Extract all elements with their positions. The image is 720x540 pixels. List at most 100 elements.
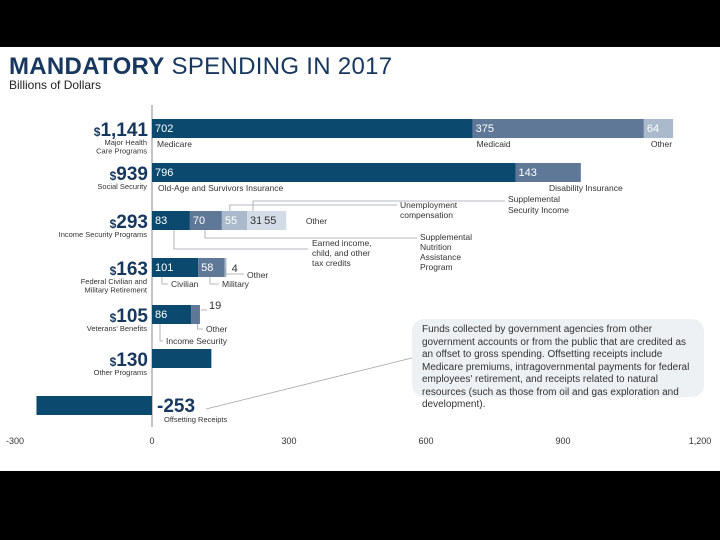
bar-segment bbox=[246, 211, 262, 230]
leader-military bbox=[209, 277, 219, 285]
annotation-income-other: Other bbox=[306, 216, 327, 226]
category-name-label: Offsetting Receipts bbox=[164, 415, 227, 424]
category-name-label: Income Security Programs bbox=[59, 230, 148, 239]
segment-value-label: 58 bbox=[201, 262, 213, 274]
dollar-sign: $ bbox=[110, 217, 117, 231]
category-total-value: 105 bbox=[116, 306, 148, 327]
annotation-snap: Program bbox=[420, 262, 453, 272]
bar-segment bbox=[189, 211, 222, 230]
segment-value-label: 101 bbox=[155, 262, 173, 274]
segment-value-label: 19 bbox=[209, 300, 221, 312]
x-tick-label: 600 bbox=[419, 436, 434, 446]
leader-vet-income bbox=[159, 324, 163, 342]
segment-value-label: 375 bbox=[476, 123, 494, 135]
annotation-ret-other: Other bbox=[247, 270, 268, 280]
bar-segment bbox=[191, 305, 200, 324]
bar-segment bbox=[152, 119, 473, 138]
segment-value-label: 796 bbox=[155, 167, 173, 179]
category-total-value: 163 bbox=[116, 259, 148, 280]
bar-segment bbox=[152, 305, 192, 324]
dollar-sign: $ bbox=[94, 125, 101, 139]
category-name-label: Social Security bbox=[97, 182, 147, 191]
annotation-oasi: Old-Age and Survivors Insurance bbox=[158, 183, 283, 193]
annotation-eitc: tax credits bbox=[312, 258, 351, 268]
leader-snap bbox=[204, 230, 417, 239]
category-name-label: Care Programs bbox=[96, 147, 147, 156]
bar-segment bbox=[152, 258, 199, 277]
leader-unemployment bbox=[229, 204, 397, 211]
x-tick-label: 0 bbox=[149, 436, 154, 446]
annotation-vet-other: Other bbox=[206, 324, 227, 334]
category-total-value: 293 bbox=[116, 212, 148, 233]
segment-value-label: 31 bbox=[250, 215, 262, 227]
leader-ret-other bbox=[225, 268, 244, 275]
offsetting-receipts-callout: Funds collected by government agencies f… bbox=[412, 319, 704, 410]
annotation-eitc: child, and other bbox=[312, 248, 370, 258]
bar-segment bbox=[152, 211, 190, 230]
segment-value-label: 55 bbox=[264, 215, 276, 227]
category-name-label: Veterans' Benefits bbox=[87, 324, 147, 333]
dollar-sign: $ bbox=[110, 264, 117, 278]
annotation-di: Disability Insurance bbox=[549, 183, 623, 193]
leader-civilian bbox=[161, 277, 168, 285]
annotation-health-other: Other bbox=[651, 139, 672, 149]
segment-value-label: 143 bbox=[519, 167, 537, 179]
bar-segment bbox=[472, 119, 644, 138]
segment-value-label: 55 bbox=[225, 215, 237, 227]
title-rest: SPENDING IN 2017 bbox=[164, 53, 393, 80]
category-total-value: 130 bbox=[116, 350, 148, 371]
category-total-label: $1,141 bbox=[94, 120, 149, 141]
x-tick-label: 300 bbox=[281, 436, 296, 446]
annotation-military: Military bbox=[222, 279, 250, 289]
category-total-label: $293 bbox=[110, 212, 148, 233]
chart-subtitle: Billions of Dollars bbox=[9, 78, 102, 92]
annotation-snap: Nutrition bbox=[420, 242, 452, 252]
annotation-medicaid: Medicaid bbox=[477, 139, 511, 149]
segment-value-label: 70 bbox=[193, 215, 205, 227]
category-total-label: $939 bbox=[110, 164, 148, 185]
annotation-snap: Supplemental bbox=[420, 232, 472, 242]
bar-segment bbox=[643, 119, 674, 138]
bar-segment bbox=[221, 211, 247, 230]
annotation-ssi: Supplemental bbox=[508, 194, 560, 204]
chart-title: MANDATORY SPENDING IN 2017 bbox=[9, 53, 392, 81]
segment-value-label: 83 bbox=[155, 215, 167, 227]
category-name-label: Federal Civilian and bbox=[81, 277, 147, 286]
dollar-sign: $ bbox=[110, 311, 117, 325]
annotation-eitc: Earned income, bbox=[312, 238, 372, 248]
x-tick-label: 1,200 bbox=[689, 436, 712, 446]
dollar-sign: $ bbox=[110, 355, 117, 369]
category-total-label: -253 bbox=[157, 396, 195, 417]
annotation-vet-income: Income Security bbox=[166, 336, 228, 346]
bar-segment bbox=[198, 258, 225, 277]
annotation-medicare: Medicare bbox=[157, 139, 192, 149]
leader-eitc bbox=[173, 230, 308, 250]
bar-segment bbox=[515, 163, 581, 182]
x-tick-label: 900 bbox=[556, 436, 571, 446]
segment-value-label: 4 bbox=[232, 263, 238, 275]
annotation-civilian: Civilian bbox=[171, 279, 199, 289]
category-total-label: $105 bbox=[110, 306, 149, 327]
category-name-label: Other Programs bbox=[94, 368, 148, 377]
title-bold: MANDATORY bbox=[9, 53, 165, 80]
category-name-label: Major Health bbox=[104, 138, 147, 147]
segment-value-label: 702 bbox=[155, 123, 173, 135]
segment-value-label: 86 bbox=[155, 309, 167, 321]
category-total-label: $130 bbox=[110, 350, 148, 371]
category-total-label: $163 bbox=[110, 259, 148, 280]
dollar-sign: $ bbox=[110, 169, 117, 183]
annotation-unemployment: Unemployment bbox=[400, 200, 458, 210]
leader-vet-other bbox=[196, 324, 203, 330]
annotation-snap: Assistance bbox=[420, 252, 461, 262]
x-tick-label: -300 bbox=[6, 436, 24, 446]
bar-segment bbox=[152, 163, 516, 182]
bar-segment bbox=[152, 349, 212, 368]
category-name-label: Military Retirement bbox=[84, 286, 147, 295]
bar-segment bbox=[224, 258, 227, 277]
category-total-value: 1,141 bbox=[100, 120, 148, 141]
leader-callout bbox=[205, 352, 433, 410]
slide: MANDATORY SPENDING IN 2017 Billions of D… bbox=[0, 47, 720, 471]
bar-segment bbox=[261, 211, 287, 230]
leader-ssi bbox=[252, 200, 505, 211]
